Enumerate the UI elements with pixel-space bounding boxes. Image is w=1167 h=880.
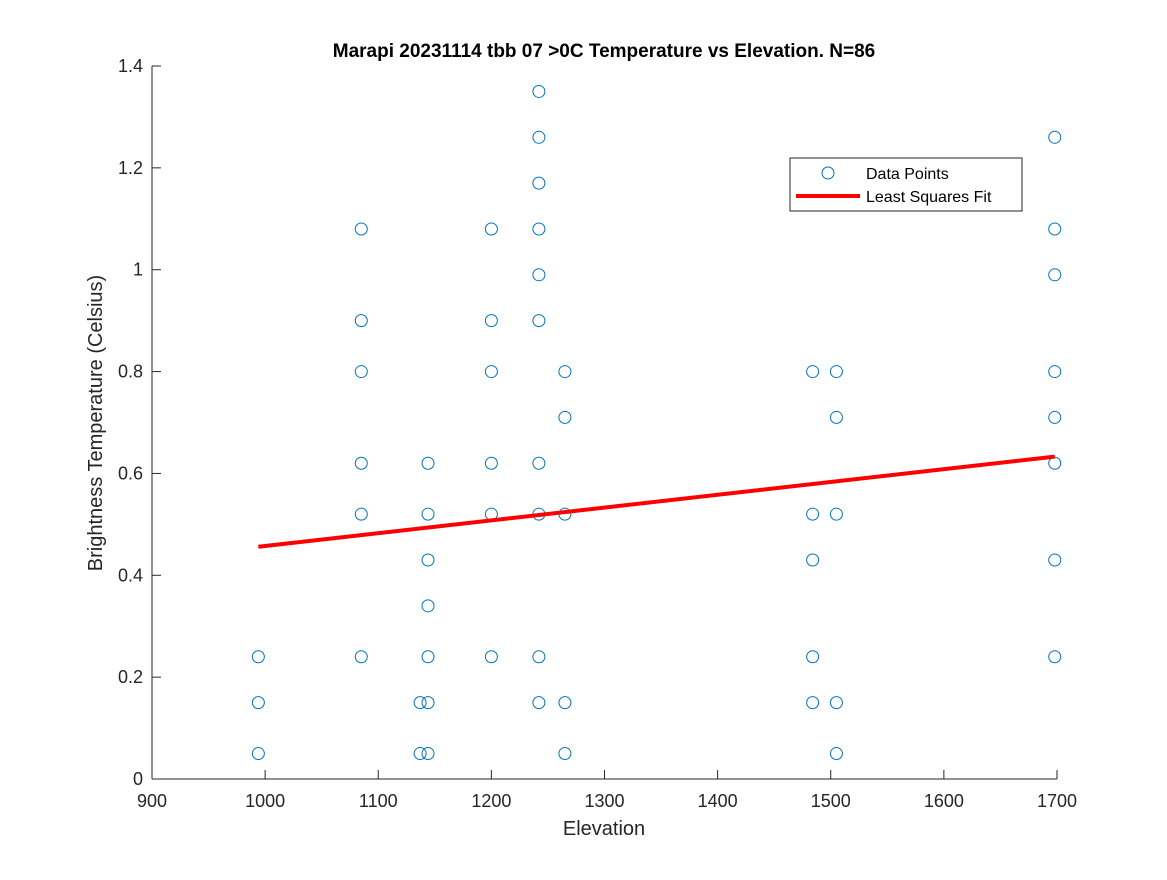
data-point	[1048, 268, 1062, 282]
data-point	[532, 84, 546, 98]
legend-marker-data-points	[821, 166, 835, 180]
data-point	[421, 599, 435, 613]
data-point	[1048, 130, 1062, 144]
data-point	[251, 696, 265, 710]
data-point	[413, 747, 427, 761]
data-point	[806, 650, 820, 664]
data-point	[532, 176, 546, 190]
data-point	[421, 456, 435, 470]
data-point	[484, 222, 498, 236]
chart-title: Marapi 20231114 tbb 07 >0C Temperature v…	[333, 41, 875, 62]
x-tick-label: 1600	[924, 791, 964, 811]
data-point	[1048, 222, 1062, 236]
y-tick-label: 1.4	[118, 56, 143, 76]
data-point	[484, 650, 498, 664]
y-tick-label: 0.4	[118, 565, 143, 585]
data-point	[421, 747, 435, 761]
data-point	[532, 130, 546, 144]
data-point	[1048, 553, 1062, 567]
y-tick-label: 1.2	[118, 158, 143, 178]
data-point	[1048, 365, 1062, 379]
data-point	[354, 650, 368, 664]
data-point	[532, 650, 546, 664]
data-point	[558, 696, 572, 710]
data-point	[354, 507, 368, 521]
data-point	[532, 222, 546, 236]
data-point	[484, 456, 498, 470]
data-point	[829, 696, 843, 710]
data-point	[829, 365, 843, 379]
legend-label-data-points: Data Points	[866, 166, 949, 183]
y-tick-label: 0.6	[118, 463, 143, 483]
x-tick-label: 1500	[811, 791, 851, 811]
x-axis-label: Elevation	[563, 818, 645, 840]
x-tick-label: 1200	[471, 791, 511, 811]
data-point	[532, 456, 546, 470]
data-point	[354, 222, 368, 236]
data-point	[806, 365, 820, 379]
data-point	[421, 650, 435, 664]
data-point	[558, 410, 572, 424]
data-point	[413, 696, 427, 710]
data-point	[251, 747, 265, 761]
data-point	[354, 456, 368, 470]
y-axis-label: Brightness Temperature (Celsius)	[85, 275, 107, 571]
x-tick-label: 1000	[245, 791, 285, 811]
data-point	[354, 365, 368, 379]
x-tick-label: 1100	[359, 791, 398, 811]
fit-line	[258, 454, 1055, 549]
data-point	[484, 314, 498, 328]
x-tick-label: 1300	[584, 791, 624, 811]
data-point	[806, 507, 820, 521]
data-point	[829, 410, 843, 424]
y-tick-label: 0.8	[118, 362, 143, 382]
data-point	[806, 553, 820, 567]
legend: Data Points Least Squares Fit	[789, 157, 1023, 212]
data-point	[421, 553, 435, 567]
data-point	[558, 365, 572, 379]
data-point	[251, 650, 265, 664]
x-tick-label: 1700	[1037, 791, 1077, 811]
data-point	[421, 507, 435, 521]
data-point	[1048, 650, 1062, 664]
data-point	[558, 747, 572, 761]
data-point	[354, 314, 368, 328]
y-tick-label: 0.2	[118, 667, 143, 687]
data-point	[532, 696, 546, 710]
legend-label-fit-line: Least Squares Fit	[866, 189, 992, 206]
data-point	[829, 507, 843, 521]
data-point	[532, 268, 546, 282]
data-point	[806, 696, 820, 710]
data-point	[829, 747, 843, 761]
data-point	[1048, 410, 1062, 424]
y-tick-label: 0	[133, 769, 143, 789]
x-tick-label: 900	[137, 791, 167, 811]
data-point	[484, 365, 498, 379]
x-tick-label: 1400	[698, 791, 738, 811]
data-point	[421, 696, 435, 710]
data-point	[532, 314, 546, 328]
y-tick-label: 1	[133, 260, 143, 280]
